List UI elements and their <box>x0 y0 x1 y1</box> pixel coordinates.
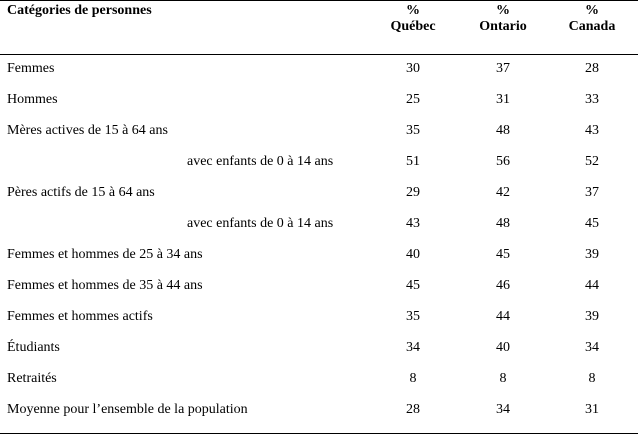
table-row: Moyenne pour l’ensemble de la population… <box>0 402 638 433</box>
row-label: Étudiants <box>7 340 60 355</box>
row-value-canada: 34 <box>585 340 599 355</box>
row-value-canada: 45 <box>585 216 599 231</box>
table-row: Femmes et hommes actifs 35 44 39 <box>0 309 638 340</box>
table-row: Retraités 8 8 8 <box>0 371 638 402</box>
row-label: Pères actifs de 15 à 64 ans <box>7 185 155 200</box>
row-label: Retraités <box>7 371 57 386</box>
header-col-ontario: % Ontario <box>463 3 543 35</box>
header-col-quebec: % Québec <box>373 3 453 35</box>
header-col-canada-name: Canada <box>568 19 616 34</box>
row-value-ontario: 42 <box>496 185 510 200</box>
row-value-quebec: 29 <box>406 185 420 200</box>
table-row: Mères actives de 15 à 64 ans 35 48 43 <box>0 123 638 154</box>
row-label: Femmes et hommes de 35 à 44 ans <box>7 278 203 293</box>
table-row: Hommes 25 31 33 <box>0 92 638 123</box>
row-value-canada: 37 <box>585 185 599 200</box>
row-value-ontario: 48 <box>496 216 510 231</box>
table-row: Femmes et hommes de 35 à 44 ans 45 46 44 <box>0 278 638 309</box>
table-row: avec enfants de 0 à 14 ans 43 48 45 <box>0 216 638 247</box>
header-col-ontario-name: Ontario <box>479 19 527 34</box>
row-value-ontario: 44 <box>496 309 510 324</box>
row-value-canada: 33 <box>585 92 599 107</box>
row-value-quebec: 34 <box>406 340 420 355</box>
table-top-rule <box>0 0 638 1</box>
row-value-canada: 43 <box>585 123 599 138</box>
row-value-quebec: 51 <box>406 154 420 169</box>
row-value-canada: 28 <box>585 61 599 76</box>
row-value-quebec: 35 <box>406 123 420 138</box>
row-value-quebec: 30 <box>406 61 420 76</box>
header-separator-rule <box>0 54 638 55</box>
row-label: Femmes <box>7 61 55 76</box>
row-label: Mères actives de 15 à 64 ans <box>7 123 168 138</box>
row-value-quebec: 40 <box>406 247 420 262</box>
row-value-ontario: 56 <box>496 154 510 169</box>
row-value-canada: 44 <box>585 278 599 293</box>
header-col-canada-symbol: % <box>585 3 599 18</box>
row-value-ontario: 31 <box>496 92 510 107</box>
row-label: avec enfants de 0 à 14 ans <box>187 216 334 231</box>
row-value-quebec: 25 <box>406 92 420 107</box>
row-value-ontario: 8 <box>499 371 507 386</box>
row-value-ontario: 40 <box>496 340 510 355</box>
row-value-quebec: 43 <box>406 216 420 231</box>
header-category: Catégories de personnes <box>7 3 152 18</box>
row-value-canada: 39 <box>585 247 599 262</box>
header-col-ontario-symbol: % <box>496 3 510 18</box>
row-value-quebec: 28 <box>406 402 420 417</box>
row-value-canada: 31 <box>585 402 599 417</box>
header-col-quebec-symbol: % <box>406 3 420 18</box>
row-label: Hommes <box>7 92 58 107</box>
row-label: Femmes et hommes actifs <box>7 309 153 324</box>
row-value-quebec: 8 <box>409 371 417 386</box>
row-value-ontario: 46 <box>496 278 510 293</box>
row-value-ontario: 48 <box>496 123 510 138</box>
table-row: avec enfants de 0 à 14 ans 51 56 52 <box>0 154 638 185</box>
row-value-canada: 39 <box>585 309 599 324</box>
row-label: Moyenne pour l’ensemble de la population <box>7 402 248 417</box>
row-value-ontario: 45 <box>496 247 510 262</box>
row-value-quebec: 35 <box>406 309 420 324</box>
row-label: avec enfants de 0 à 14 ans <box>187 154 334 169</box>
table-row: Pères actifs de 15 à 64 ans 29 42 37 <box>0 185 638 216</box>
table-row: Étudiants 34 40 34 <box>0 340 638 371</box>
header-col-canada: % Canada <box>552 3 632 35</box>
row-value-ontario: 34 <box>496 402 510 417</box>
row-value-canada: 52 <box>585 154 599 169</box>
row-value-quebec: 45 <box>406 278 420 293</box>
row-value-ontario: 37 <box>496 61 510 76</box>
row-value-canada: 8 <box>588 371 596 386</box>
table-row: Femmes et hommes de 25 à 34 ans 40 45 39 <box>0 247 638 278</box>
table-row: Femmes 30 37 28 <box>0 61 638 92</box>
header-col-quebec-name: Québec <box>390 19 436 34</box>
row-label: Femmes et hommes de 25 à 34 ans <box>7 247 203 262</box>
